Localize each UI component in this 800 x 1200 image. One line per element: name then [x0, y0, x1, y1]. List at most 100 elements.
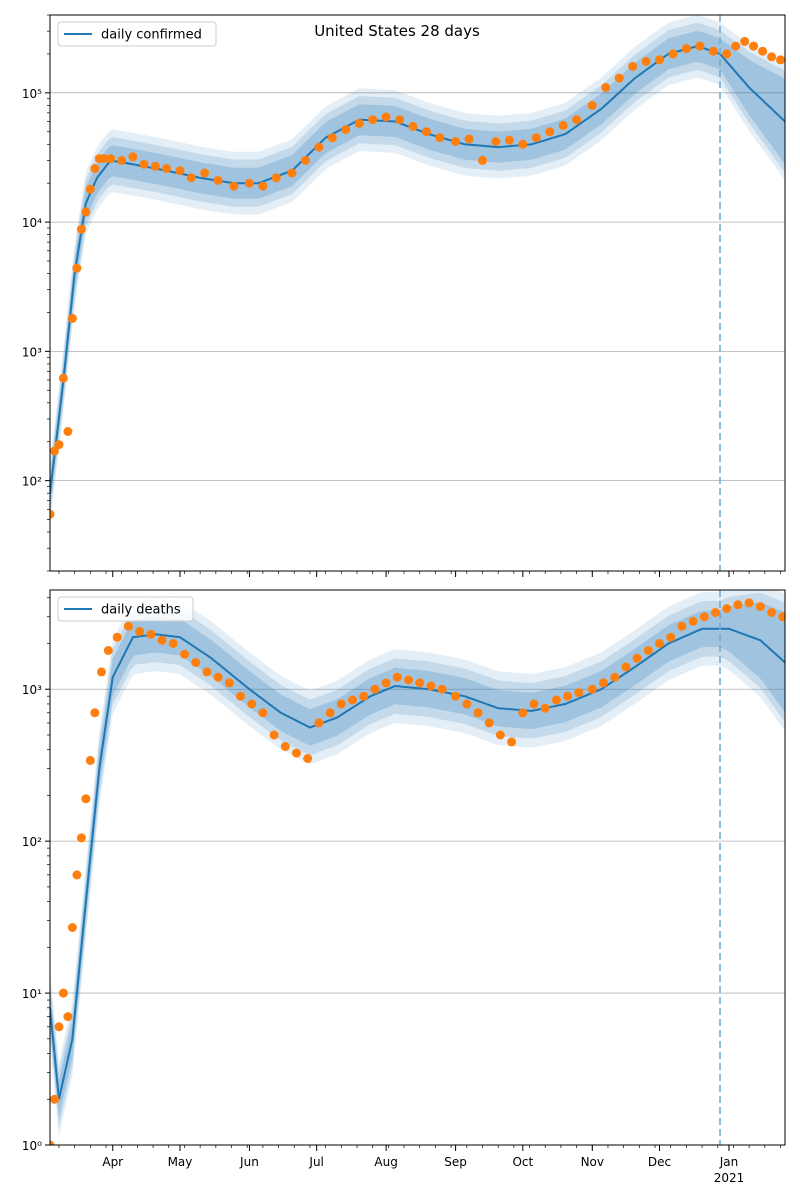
data-point — [72, 263, 82, 273]
data-point — [180, 649, 189, 659]
data-point — [655, 55, 664, 65]
data-point — [767, 52, 777, 62]
legend-box — [57, 596, 194, 622]
data-point — [478, 155, 487, 165]
data-point — [106, 154, 115, 164]
data-point — [287, 168, 297, 178]
data-point — [744, 598, 754, 608]
x-tick-label: Apr — [102, 1155, 123, 1169]
data-point — [722, 49, 732, 59]
legend: daily confirmed — [57, 21, 217, 47]
observed-points — [50, 36, 785, 519]
data-point — [545, 127, 555, 137]
data-point — [574, 688, 584, 698]
data-point — [755, 602, 765, 612]
legend: daily deaths — [57, 596, 194, 622]
data-point — [518, 708, 528, 718]
data-point — [150, 161, 160, 171]
data-point — [50, 1094, 59, 1104]
data-point — [451, 691, 461, 701]
x-tick-label: May — [168, 1155, 193, 1169]
data-point — [292, 748, 301, 758]
data-point — [112, 632, 122, 642]
data-point — [599, 678, 608, 688]
plot-area — [50, 590, 785, 1145]
data-point — [507, 737, 517, 747]
confirmed-chart-panel: 10² 10³ 10⁴ 10⁵ daily confirmed — [22, 14, 786, 577]
data-point — [63, 1012, 73, 1022]
data-point — [587, 684, 597, 694]
data-point — [677, 621, 687, 631]
data-point — [258, 708, 268, 718]
plot-area — [50, 15, 785, 525]
y-tick-label: 10⁰ — [22, 1139, 42, 1153]
data-point — [540, 703, 550, 713]
data-point — [135, 627, 145, 636]
data-point — [422, 127, 431, 137]
data-point — [81, 794, 91, 804]
data-point — [668, 49, 678, 59]
data-point — [213, 672, 223, 682]
data-point — [749, 41, 759, 51]
x-tick-label: Sep — [444, 1155, 467, 1169]
legend-label: daily confirmed — [101, 28, 202, 43]
data-point — [426, 681, 436, 691]
data-point — [563, 691, 573, 701]
uncertainty-band-2 — [50, 593, 785, 1128]
data-point — [395, 115, 405, 125]
y-tick-label: 10¹ — [22, 987, 42, 1001]
data-point — [504, 135, 514, 145]
data-point — [213, 175, 223, 185]
data-point — [236, 691, 245, 701]
data-point — [473, 708, 483, 718]
data-point — [462, 699, 472, 709]
data-point — [767, 608, 777, 617]
y-tick-label: 10⁴ — [22, 216, 42, 230]
data-point — [601, 83, 611, 92]
uncertainty-band-3 — [50, 31, 785, 509]
data-point — [63, 427, 73, 436]
data-point — [408, 121, 418, 131]
data-point — [269, 730, 279, 740]
data-point — [54, 440, 64, 450]
data-point — [97, 667, 106, 677]
data-point — [244, 178, 254, 188]
data-point — [404, 675, 413, 685]
x-tick-label: Oct — [512, 1155, 533, 1169]
data-point — [368, 115, 378, 125]
uncertainty-band-1 — [50, 15, 785, 525]
data-point — [224, 678, 234, 688]
x-tick-label: Aug — [374, 1155, 397, 1169]
y-tick-label: 10³ — [22, 683, 42, 697]
data-point — [621, 662, 631, 672]
data-point — [518, 139, 528, 149]
x-tick-label: Jul — [308, 1155, 323, 1169]
data-point — [168, 639, 178, 648]
data-point — [50, 446, 59, 456]
data-point — [381, 112, 391, 122]
data-point — [354, 118, 364, 128]
data-point — [157, 635, 167, 645]
x-axis — [58, 571, 781, 577]
data-point — [54, 1022, 64, 1032]
data-point — [643, 646, 653, 655]
data-point — [632, 653, 642, 663]
data-point — [186, 173, 196, 183]
data-point — [271, 173, 281, 183]
data-point — [85, 184, 95, 194]
y-tick-label: 10² — [22, 475, 42, 489]
data-point — [301, 155, 310, 165]
data-point — [202, 667, 212, 677]
data-point — [551, 695, 561, 705]
y-axis: 10² 10³ 10⁴ 10⁵ — [22, 14, 50, 572]
data-point — [303, 754, 313, 763]
data-point — [200, 168, 210, 178]
data-point — [67, 313, 77, 323]
y-tick-label: 10² — [22, 835, 42, 849]
data-point — [495, 730, 505, 740]
data-point — [381, 678, 391, 688]
data-point — [614, 73, 624, 83]
data-point — [451, 137, 461, 146]
data-point — [711, 608, 720, 617]
